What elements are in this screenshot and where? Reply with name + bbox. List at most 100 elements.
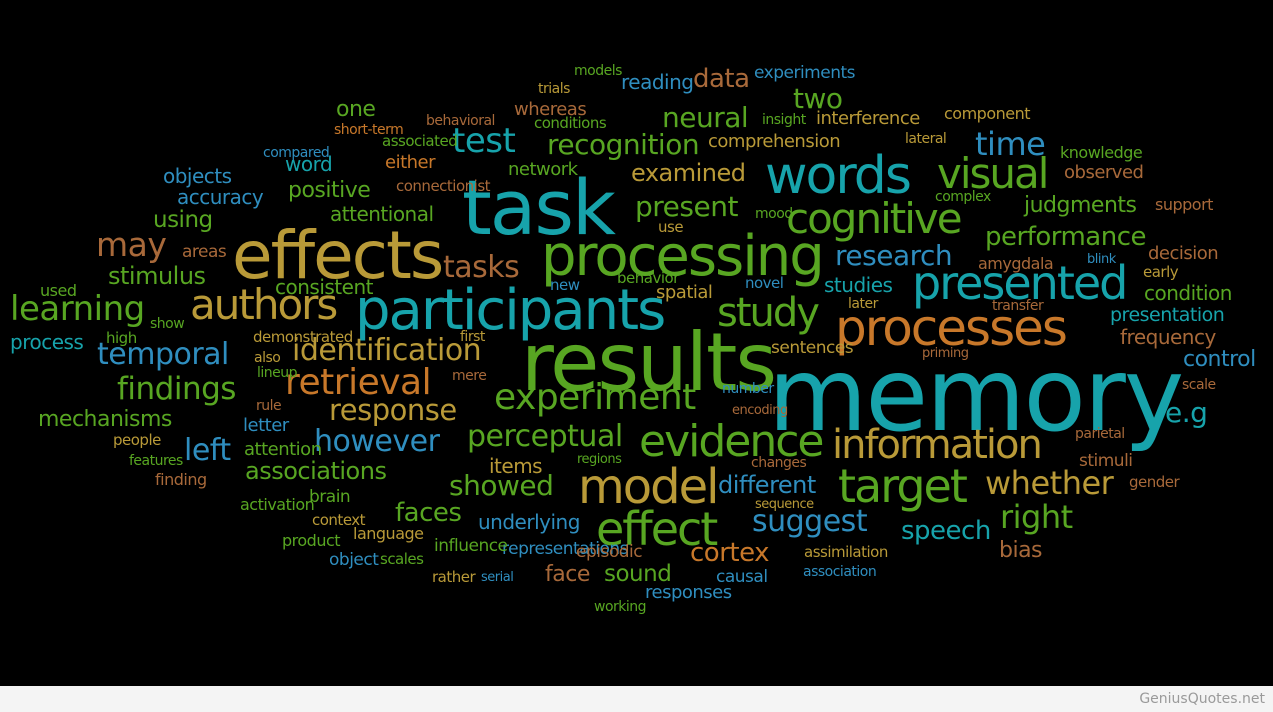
cloud-word: processing xyxy=(541,224,825,289)
cloud-word: suggest xyxy=(752,504,868,539)
cloud-word: component xyxy=(944,104,1031,123)
cloud-word: word xyxy=(285,152,333,176)
cloud-word: temporal xyxy=(97,337,229,372)
cloud-word: amygdala xyxy=(978,254,1054,273)
cloud-word: representations xyxy=(502,539,629,559)
cloud-word: one xyxy=(336,97,376,122)
cloud-word: rather xyxy=(432,568,476,586)
cloud-word: brain xyxy=(309,487,351,507)
cloud-word: assimilation xyxy=(804,543,888,561)
cloud-word: two xyxy=(793,82,843,115)
cloud-word: responses xyxy=(645,582,732,603)
cloud-word: product xyxy=(282,531,341,550)
cloud-word: object xyxy=(329,550,379,570)
cloud-word: experiments xyxy=(754,63,856,83)
cloud-word: may xyxy=(96,225,167,264)
cloud-word: use xyxy=(658,218,684,236)
cloud-word: positive xyxy=(288,178,371,203)
cloud-word: attention xyxy=(244,439,322,460)
cloud-word: support xyxy=(1155,195,1213,214)
cloud-word: time xyxy=(975,125,1046,163)
cloud-word: conditions xyxy=(534,114,607,132)
cloud-word: condition xyxy=(1144,281,1232,305)
cloud-word: transfer xyxy=(992,298,1044,314)
cloud-word: context xyxy=(312,511,366,529)
cloud-word: observed xyxy=(1064,162,1144,183)
cloud-word: compared xyxy=(263,145,330,161)
cloud-word: consistent xyxy=(275,275,373,299)
cloud-word: data xyxy=(693,64,750,94)
cloud-word: changes xyxy=(751,455,807,471)
cloud-word: target xyxy=(838,459,968,513)
cloud-word: associations xyxy=(245,457,387,485)
cloud-word: using xyxy=(153,207,213,233)
cloud-word: finding xyxy=(155,470,207,489)
cloud-word: visual xyxy=(937,149,1049,198)
cloud-word: features xyxy=(129,453,183,469)
cloud-word: judgments xyxy=(1024,193,1137,218)
cloud-word: spatial xyxy=(656,282,713,303)
cloud-word: scales xyxy=(380,550,424,568)
cloud-word: behavior xyxy=(617,269,679,287)
cloud-word: short-term xyxy=(334,122,404,138)
cloud-word: people xyxy=(113,431,161,449)
cloud-word: left xyxy=(184,433,231,468)
cloud-word: areas xyxy=(182,242,227,262)
cloud-word: working xyxy=(594,599,647,615)
cloud-word: parietal xyxy=(1075,426,1125,442)
cloud-word: experiment xyxy=(494,377,696,418)
cloud-word: learning xyxy=(10,289,145,329)
cloud-word: attentional xyxy=(330,202,434,226)
cloud-word: recognition xyxy=(547,128,700,161)
cloud-word: lineup xyxy=(257,365,298,381)
cloud-word: performance xyxy=(985,222,1147,252)
cloud-word: causal xyxy=(716,567,768,587)
cloud-word: memory xyxy=(768,336,1184,455)
cloud-word: however xyxy=(314,424,440,459)
cloud-word: later xyxy=(848,296,878,312)
cloud-word: associated xyxy=(382,132,458,150)
cloud-word: comprehension xyxy=(708,131,841,152)
cloud-word: gender xyxy=(1129,473,1180,491)
cloud-word: connectionist xyxy=(396,177,491,195)
cloud-word: sound xyxy=(604,561,672,587)
cloud-word: accuracy xyxy=(177,185,264,209)
cloud-word: language xyxy=(353,524,424,543)
cloud-word: new xyxy=(550,276,580,294)
cloud-word: network xyxy=(508,159,578,180)
cloud-word: whereas xyxy=(514,99,587,120)
cloud-word: faces xyxy=(395,498,462,528)
cloud-word: identification xyxy=(292,333,482,368)
cloud-word: activation xyxy=(240,495,315,514)
cloud-word: knowledge xyxy=(1060,143,1143,162)
cloud-word: studies xyxy=(824,273,893,297)
cloud-word: scale xyxy=(1182,377,1216,393)
cloud-word: right xyxy=(1000,498,1073,536)
cloud-word: speech xyxy=(901,516,991,546)
cloud-word: effect xyxy=(596,502,718,556)
cloud-word: complex xyxy=(935,189,991,205)
cloud-word: regions xyxy=(577,452,622,467)
cloud-word: items xyxy=(489,454,543,478)
cloud-word: models xyxy=(574,63,622,79)
cloud-word: stimulus xyxy=(108,262,206,290)
cloud-word: perceptual xyxy=(467,419,623,454)
cloud-word: mere xyxy=(452,368,487,384)
cloud-word: show xyxy=(150,316,185,332)
cloud-word: words xyxy=(765,146,912,206)
cloud-word: whether xyxy=(985,464,1114,502)
cloud-word: presentation xyxy=(1110,304,1225,326)
cloud-word: findings xyxy=(117,371,236,407)
cloud-word: cognitive xyxy=(786,194,963,243)
cloud-word: encoding xyxy=(732,403,788,418)
cloud-word: letter xyxy=(243,415,289,436)
cloud-word: tasks xyxy=(443,250,520,285)
cloud-word: model xyxy=(578,459,719,515)
cloud-word: showed xyxy=(449,469,554,502)
cloud-word: decision xyxy=(1148,243,1219,264)
cloud-word: first xyxy=(460,329,485,345)
cloud-word: either xyxy=(385,152,436,173)
cloud-word: response xyxy=(329,393,457,427)
cloud-word: examined xyxy=(631,159,746,187)
cloud-word: also xyxy=(254,350,281,366)
